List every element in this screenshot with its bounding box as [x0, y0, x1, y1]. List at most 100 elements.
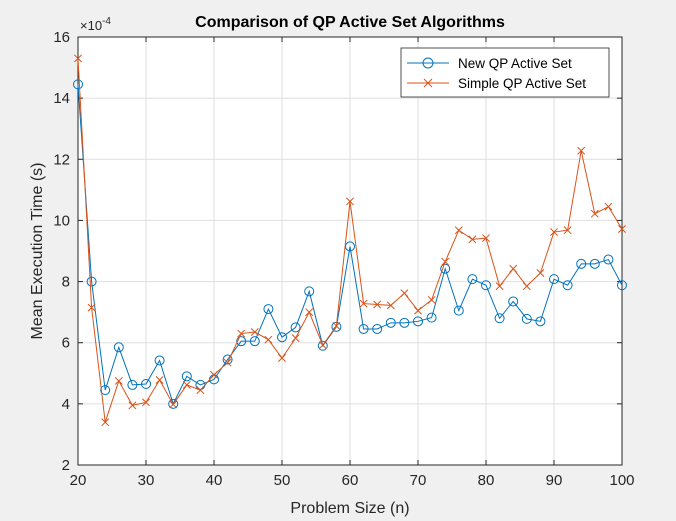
data-point — [563, 226, 572, 235]
y-exponent-base: ×10 — [80, 18, 102, 33]
data-point — [236, 336, 247, 347]
data-point — [249, 336, 260, 347]
data-point — [589, 258, 600, 269]
y-tick-label: 16 — [53, 29, 70, 46]
x-tick-label: 20 — [70, 472, 87, 489]
data-point — [317, 340, 328, 351]
data-point — [521, 313, 532, 324]
data-point — [304, 286, 315, 297]
data-point — [127, 379, 138, 390]
data-point — [618, 225, 626, 233]
y-axis-label: Mean Execution Time (s) — [29, 163, 46, 340]
legend-box — [400, 47, 610, 98]
data-point — [128, 401, 137, 410]
data-point — [359, 299, 368, 308]
data-point — [168, 398, 179, 409]
data-point — [372, 323, 383, 334]
data-point — [400, 289, 409, 298]
data-point — [74, 54, 82, 63]
y-tick-label: 8 — [62, 274, 70, 291]
data-point — [169, 400, 178, 409]
data-point — [385, 317, 396, 328]
data-point — [182, 380, 191, 389]
data-point — [482, 234, 490, 243]
x-tick-label: 70 — [410, 472, 427, 489]
data-point — [467, 274, 478, 285]
data-point — [358, 323, 369, 334]
x-tick-label: 100 — [609, 472, 634, 489]
data-point — [453, 305, 464, 316]
data-point — [509, 264, 518, 273]
x-tick-label: 60 — [342, 472, 359, 489]
data-point — [426, 312, 437, 323]
data-point — [604, 202, 613, 211]
data-point — [113, 342, 124, 353]
data-point — [468, 235, 477, 244]
data-point — [535, 316, 546, 327]
y-tick-label: 4 — [62, 396, 70, 413]
data-point — [278, 354, 286, 362]
axes-box — [77, 36, 623, 466]
data-point — [494, 313, 505, 324]
data-point — [100, 385, 111, 396]
data-point — [155, 376, 164, 384]
data-point — [277, 332, 287, 343]
data-point — [590, 209, 599, 218]
data-point — [332, 321, 341, 330]
data-point — [441, 257, 450, 266]
data-point — [576, 258, 587, 269]
data-point — [414, 306, 422, 315]
data-point — [346, 197, 354, 206]
data-point — [427, 295, 436, 304]
data-point — [373, 300, 382, 309]
data-point — [549, 274, 559, 285]
data-point — [223, 358, 232, 367]
data-point — [536, 269, 545, 277]
data-point — [562, 280, 573, 291]
y-tick-label: 2 — [62, 457, 70, 474]
y-tick-label: 10 — [53, 212, 70, 229]
legend-label-new: New QP Active Set — [458, 56, 572, 71]
data-point — [73, 79, 83, 90]
y-tick-label: 6 — [62, 335, 70, 352]
x-tick-label: 30 — [138, 472, 155, 489]
tick-labels: 20 30 40 50 60 70 80 90 100 2 4 6 8 10 12 14 16 — [53, 29, 634, 489]
data-point — [508, 296, 519, 307]
data-point — [222, 354, 233, 365]
y-exponent-power: -4 — [102, 16, 111, 27]
data-point — [86, 276, 97, 287]
data-point — [603, 254, 614, 265]
x-tick-label: 40 — [206, 472, 223, 489]
data-point — [305, 308, 314, 317]
data-point — [196, 386, 205, 395]
data-point — [210, 370, 218, 379]
data-point — [413, 316, 423, 327]
legend-marker-simple — [423, 78, 433, 88]
axes — [77, 36, 623, 466]
chart-title: Comparison of QP Active Set Algorithms — [195, 14, 505, 31]
y-tick-label: 14 — [53, 90, 70, 107]
data-point — [550, 228, 558, 236]
data-point — [264, 335, 273, 344]
x-axis-label: Problem Size (n) — [290, 500, 409, 517]
data-point — [577, 146, 586, 155]
data-point — [617, 280, 627, 291]
data-point — [250, 328, 259, 336]
data-point — [386, 301, 395, 310]
data-point — [181, 371, 192, 382]
data-point — [399, 317, 410, 328]
data-point — [454, 226, 463, 235]
data-point — [114, 376, 123, 385]
data-point — [141, 378, 151, 389]
y-tick-label: 12 — [53, 151, 70, 168]
legend: New QP Active Set Simple QP Active Set — [400, 47, 610, 98]
legend-label-simple: Simple QP Active Set — [458, 76, 586, 91]
x-tick-label: 50 — [274, 472, 291, 489]
data-point — [440, 263, 451, 274]
data-point — [101, 418, 110, 427]
x-tick-label: 80 — [478, 472, 495, 489]
data-point — [237, 329, 246, 338]
data-point — [522, 282, 531, 291]
data-point — [318, 341, 327, 350]
